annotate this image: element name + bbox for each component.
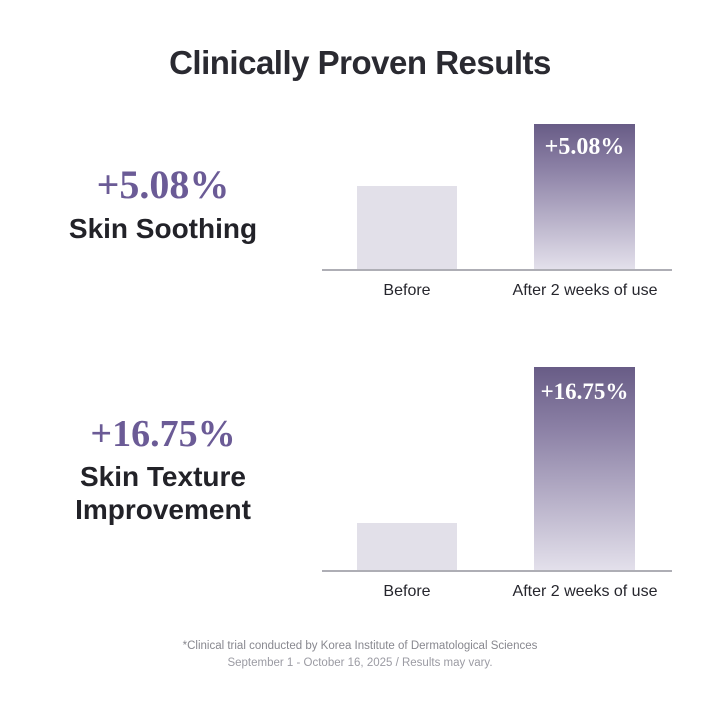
bar-after-skin-texture: +16.75%	[534, 367, 635, 570]
x-axis-line	[322, 570, 672, 572]
x-label-before: Before	[383, 282, 431, 299]
footnote-trial-dates: September 1 - October 16, 2025 / Results…	[227, 657, 493, 669]
stat-label-skin-texture: Skin Texture Improvement	[75, 460, 251, 525]
x-label-after: After 2 weeks of use	[512, 282, 658, 299]
x-label-after: After 2 weeks of use	[512, 583, 658, 600]
bar-value-label-skin-texture: +16.75%	[540, 379, 629, 404]
bar-value-label-skin-soothing: +5.08%	[544, 134, 625, 160]
stat-value-skin-texture: +16.75%	[90, 413, 236, 455]
stat-block-skin-texture: +16.75% Skin Texture Improvement	[2, 413, 324, 526]
page-title: Clinically Proven Results	[169, 44, 551, 81]
bar-before-skin-texture	[357, 523, 457, 570]
x-label-before: Before	[383, 583, 431, 600]
bar-after-skin-soothing: +5.08%	[534, 124, 635, 269]
stat-block-skin-soothing: +5.08% Skin Soothing	[2, 162, 324, 245]
bar-chart-skin-texture: +16.75% Before After 2 weeks of use	[322, 355, 672, 605]
x-axis-line	[322, 269, 672, 271]
stat-label-skin-soothing: Skin Soothing	[68, 212, 258, 244]
footnote: *Clinical trial conducted by Korea Insti…	[0, 638, 720, 672]
bar-before-skin-soothing	[357, 186, 457, 269]
stat-value-skin-soothing: +5.08%	[96, 162, 230, 207]
footnote-trial-source: *Clinical trial conducted by Korea Insti…	[182, 640, 538, 652]
bar-chart-skin-soothing: +5.08% Before After 2 weeks of use	[322, 110, 672, 302]
